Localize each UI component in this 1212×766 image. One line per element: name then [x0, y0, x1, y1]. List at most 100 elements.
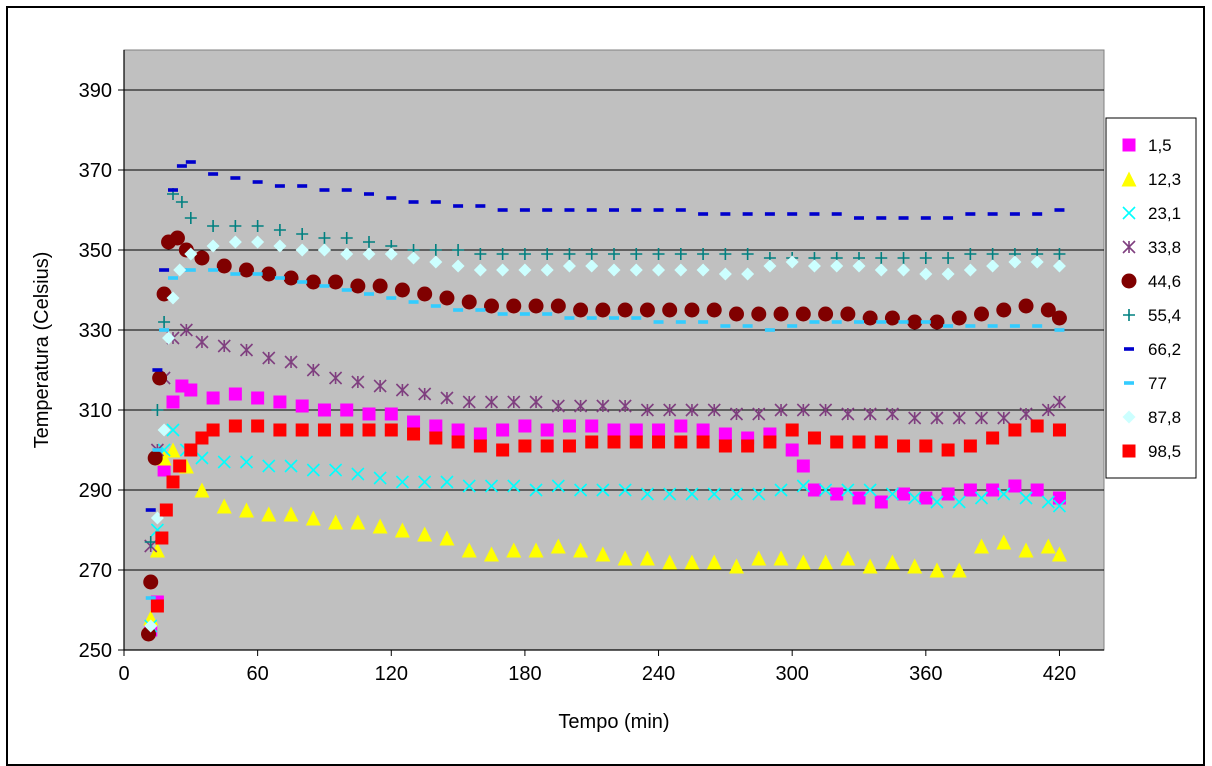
legend-label: 44,6: [1148, 272, 1181, 291]
data-point: [1008, 255, 1022, 269]
data-point: [1018, 298, 1034, 314]
data-point: [155, 531, 169, 545]
data-point: [306, 463, 320, 477]
data-point: [496, 263, 510, 277]
data-point: [707, 403, 721, 417]
data-point: [819, 403, 833, 417]
data-point: [718, 439, 732, 453]
y-tick-label: 390: [79, 80, 112, 102]
data-point: [618, 483, 632, 497]
data-point: [318, 232, 331, 244]
data-point: [528, 542, 544, 558]
data-point: [764, 212, 775, 216]
data-point: [920, 216, 931, 220]
data-point: [652, 263, 666, 277]
data-point: [907, 314, 923, 330]
x-tick-label: 300: [775, 663, 808, 685]
data-point: [585, 419, 599, 433]
data-point: [741, 267, 755, 281]
y-axis-title: Temperatura (Celsius): [31, 252, 53, 449]
data-point: [528, 298, 544, 314]
data-point: [785, 255, 799, 269]
data-point: [796, 459, 810, 473]
data-point: [274, 276, 285, 280]
data-point: [542, 208, 553, 212]
data-point: [417, 286, 433, 302]
data-point: [741, 439, 755, 453]
data-point: [751, 306, 767, 322]
data-point: [986, 483, 1000, 497]
data-point: [168, 276, 178, 280]
data-point: [685, 487, 699, 501]
data-point: [429, 244, 442, 256]
data-point: [152, 370, 168, 386]
data-point: [145, 596, 156, 600]
data-point: [540, 423, 554, 437]
data-point: [574, 399, 588, 413]
data-point: [987, 212, 998, 216]
data-point: [773, 306, 789, 322]
data-point: [1052, 259, 1066, 273]
data-point: [306, 363, 320, 377]
data-point: [652, 435, 666, 449]
data-point: [787, 324, 798, 328]
data-point: [550, 538, 566, 554]
data-point: [362, 247, 376, 261]
data-point: [496, 248, 509, 260]
data-point: [698, 320, 709, 324]
data-point: [384, 423, 398, 437]
series-9: [144, 235, 1066, 633]
data-point: [720, 212, 731, 216]
data-point: [341, 288, 352, 292]
data-point: [819, 483, 833, 497]
data-point: [595, 302, 611, 318]
data-point: [440, 391, 454, 405]
data-point: [162, 331, 176, 345]
data-point: [166, 291, 180, 305]
data-point: [618, 399, 632, 413]
data-point: [885, 407, 899, 421]
data-point: [596, 399, 610, 413]
data-point: [185, 268, 196, 272]
data-point: [908, 411, 922, 425]
data-point: [997, 487, 1011, 501]
data-point: [1019, 407, 1033, 421]
data-point: [251, 391, 265, 405]
tick-labels: 0 60 120 180 240 300 360 420 250 270 290 310 330 350 3…: [79, 80, 1077, 685]
data-point: [206, 239, 220, 253]
data-point: [574, 483, 588, 497]
data-point: [1052, 423, 1066, 437]
data-point: [639, 302, 655, 318]
series-10: [150, 419, 1066, 613]
data-point: [429, 419, 443, 433]
data-point: [830, 259, 844, 273]
legend-box: [1105, 117, 1197, 479]
legend-label: 12,3: [1148, 170, 1181, 189]
y-tick-label: 310: [79, 400, 112, 422]
data-point: [473, 439, 487, 453]
data-point: [484, 395, 499, 409]
data-point: [630, 248, 643, 260]
data-point: [540, 263, 554, 277]
data-point: [149, 542, 165, 558]
y-tick-label: 270: [79, 560, 112, 582]
data-point: [974, 411, 989, 425]
data-point: [229, 220, 242, 232]
data-point: [518, 419, 532, 433]
data-point: [439, 290, 455, 306]
data-point: [144, 619, 158, 633]
data-point: [607, 435, 621, 449]
data-point: [373, 471, 387, 485]
x-tick-label: 240: [642, 663, 675, 685]
data-point: [207, 220, 220, 232]
data-point: [252, 180, 263, 184]
data-point: [809, 320, 820, 324]
data-point: [696, 263, 710, 277]
data-point: [430, 304, 441, 308]
data-point: [506, 542, 522, 558]
legend-entry: 55,4: [1123, 306, 1181, 325]
data-point: [807, 259, 821, 273]
data-point: [752, 407, 766, 421]
data-point: [675, 208, 686, 212]
data-point: [184, 212, 197, 224]
